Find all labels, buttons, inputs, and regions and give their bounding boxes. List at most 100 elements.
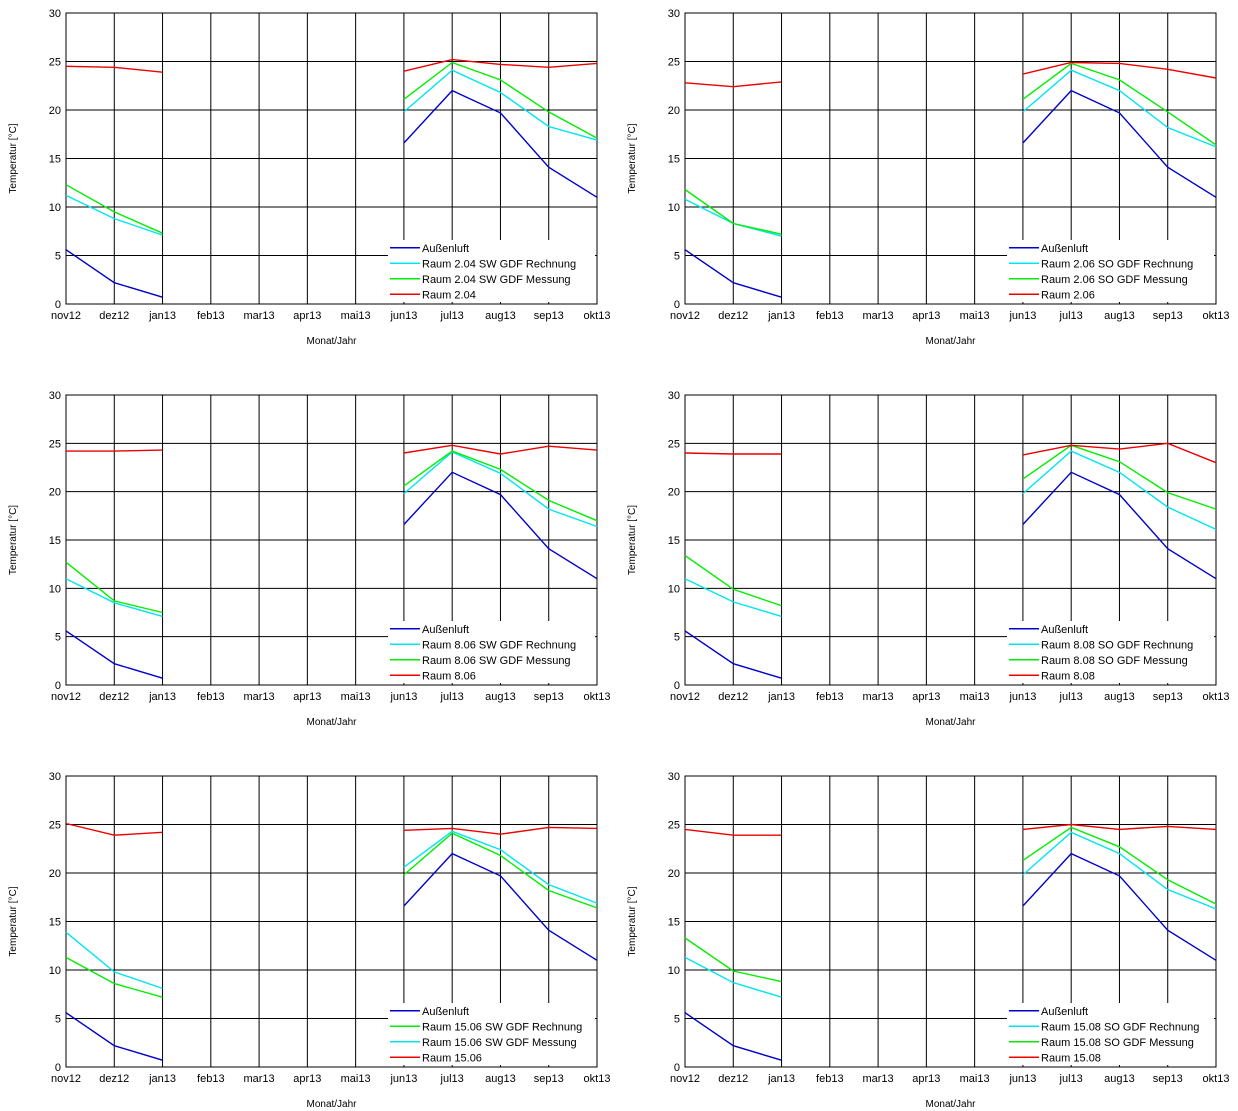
y-tick-label: 10 (668, 202, 680, 214)
series-line (684, 956, 782, 998)
x-tick-label: apr13 (293, 1073, 321, 1085)
y-tick-label: 20 (668, 105, 680, 117)
series-line (1022, 444, 1217, 510)
y-tick-label: 15 (668, 535, 680, 547)
y-tick-label: 30 (49, 390, 61, 402)
legend-label: Raum 8.08 (1041, 670, 1095, 682)
x-tick-label: aug13 (1104, 691, 1135, 703)
y-tick-label: 15 (668, 154, 680, 166)
x-tick-label: dez12 (718, 691, 748, 703)
legend-label: Raum 15.06 (422, 1052, 482, 1064)
series-line (1022, 471, 1217, 580)
x-tick-label: jan13 (148, 691, 176, 703)
series-line (66, 449, 163, 452)
series-line (403, 58, 598, 72)
x-tick-label: jan13 (767, 310, 795, 322)
y-axis-label: Temperatur [°C] (8, 123, 19, 193)
x-tick-label: feb13 (197, 1073, 225, 1085)
x-tick-label: aug13 (485, 691, 516, 703)
x-tick-label: mar13 (243, 310, 274, 322)
y-axis-label: Temperatur [°C] (8, 886, 19, 956)
legend-box (1007, 240, 1214, 302)
x-tick-label: dez12 (718, 310, 748, 322)
chart-panel: 0 5 10 15 20 25 30 nov12 dez12 jan13 feb13 mar13 apr… (8, 771, 610, 1110)
y-tick-label: 10 (668, 965, 680, 977)
x-tick-label: aug13 (485, 310, 516, 322)
legend-label: Raum 15.06 SW GDF Messung (422, 1037, 577, 1049)
legend-box (388, 621, 595, 683)
legend-label: Raum 15.08 SO GDF Messung (1041, 1037, 1194, 1049)
series-line (1022, 823, 1217, 831)
y-tick-label: 5 (55, 251, 61, 263)
legend-label: Raum 15.08 SO GDF Rechnung (1041, 1021, 1199, 1033)
y-tick-label: 25 (668, 820, 680, 832)
series-line (65, 65, 163, 73)
y-tick-label: 20 (49, 868, 61, 880)
x-tick-label: jan13 (767, 1073, 795, 1085)
y-tick-label: 0 (55, 299, 61, 311)
series-line (65, 194, 163, 236)
x-tick-label: jul13 (440, 310, 464, 322)
y-tick-label: 0 (55, 680, 61, 692)
series-line (403, 832, 598, 909)
y-tick-label: 20 (668, 868, 680, 880)
series-line (1022, 442, 1217, 464)
x-tick-label: jan13 (767, 691, 795, 703)
legend-label: Außenluft (1041, 624, 1088, 636)
y-tick-label: 5 (674, 632, 680, 644)
x-tick-label: jul13 (1059, 691, 1083, 703)
x-tick-label: feb13 (816, 1073, 844, 1085)
x-tick-label: sep13 (534, 310, 564, 322)
x-tick-label: mai13 (960, 691, 990, 703)
x-tick-label: sep13 (534, 691, 564, 703)
series-line (65, 578, 163, 618)
series-line (1022, 450, 1217, 531)
series-line (403, 451, 598, 528)
x-axis-label: Monat/Jahr (925, 717, 976, 728)
series-line (65, 184, 163, 234)
x-tick-label: sep13 (1153, 691, 1183, 703)
series-line (403, 444, 598, 455)
chart-panel: 0 5 10 15 20 25 30 nov12 dez12 jan13 feb13 mar13 apr… (8, 390, 610, 728)
x-tick-label: mar13 (243, 691, 274, 703)
series-line (403, 826, 598, 835)
x-tick-label: okt13 (584, 1073, 611, 1085)
y-tick-label: 5 (55, 1014, 61, 1026)
series-line (403, 830, 598, 904)
y-axis-label: Temperatur [°C] (627, 123, 638, 193)
y-tick-label: 30 (49, 8, 61, 20)
series-line (65, 561, 163, 614)
x-tick-label: nov12 (51, 1073, 81, 1085)
chart-panel: 0 5 10 15 20 25 30 nov12 dez12 jan13 feb13 mar13 apr… (8, 8, 610, 347)
legend-label: Außenluft (1041, 243, 1088, 255)
x-tick-label: jun13 (1008, 310, 1036, 322)
x-tick-label: dez12 (99, 1073, 129, 1085)
x-tick-label: apr13 (912, 691, 940, 703)
legend-label: Außenluft (422, 624, 469, 636)
legend-box (1007, 1003, 1214, 1065)
x-tick-label: mai13 (341, 310, 371, 322)
series-line (65, 249, 163, 298)
x-tick-label: nov12 (670, 691, 700, 703)
y-tick-label: 10 (49, 583, 61, 595)
series-line (1022, 831, 1217, 910)
x-tick-label: jan13 (148, 1073, 176, 1085)
x-tick-label: nov12 (51, 691, 81, 703)
series-line (1022, 852, 1217, 961)
legend-box (1007, 621, 1214, 683)
x-tick-label: dez12 (99, 691, 129, 703)
y-tick-label: 15 (49, 154, 61, 166)
y-tick-label: 5 (674, 1014, 680, 1026)
x-tick-label: nov12 (670, 1073, 700, 1085)
y-tick-label: 30 (49, 771, 61, 783)
x-axis-label: Monat/Jahr (306, 717, 357, 728)
x-tick-label: feb13 (197, 310, 225, 322)
series-line (684, 828, 782, 836)
legend-label: Raum 15.06 SW GDF Rechnung (422, 1021, 582, 1033)
series-line (1022, 62, 1217, 146)
y-tick-label: 0 (674, 680, 680, 692)
x-tick-label: jun13 (389, 1073, 417, 1085)
y-tick-label: 15 (49, 917, 61, 929)
y-tick-label: 15 (49, 535, 61, 547)
